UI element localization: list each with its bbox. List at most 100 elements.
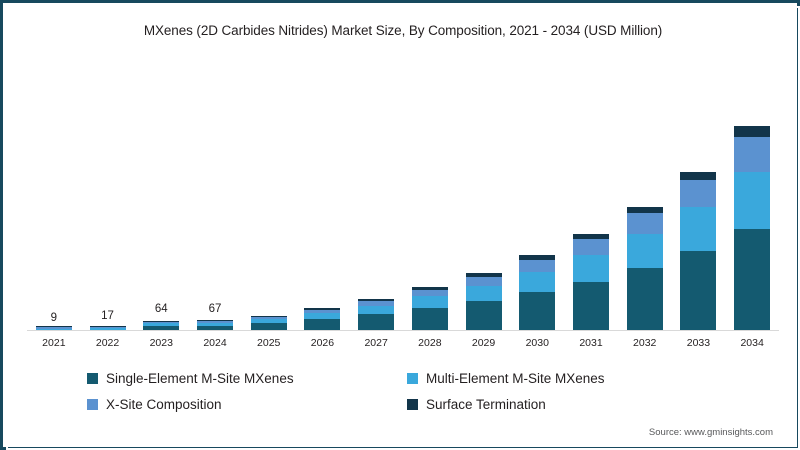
bar-segment[interactable]: [196, 325, 233, 331]
legend-label: Multi-Element M-Site MXenes: [426, 371, 605, 386]
bar-segment[interactable]: [465, 300, 502, 331]
bar-segment[interactable]: [143, 323, 180, 326]
x-axis-label: 2029: [471, 337, 496, 349]
bar-segment[interactable]: [196, 320, 233, 322]
bar-value-label: 64: [154, 303, 168, 316]
bar-stack: [250, 315, 287, 331]
legend-row: Single-Element M-Site MXenes Multi-Eleme…: [87, 371, 727, 386]
bar-segment[interactable]: [680, 207, 717, 252]
bar-stack: [734, 126, 771, 331]
bar-segment[interactable]: [143, 325, 180, 331]
bar-segment[interactable]: [196, 321, 233, 323]
x-axis-label: 2034: [740, 337, 764, 349]
bar-group[interactable]: [81, 63, 135, 331]
bar-segment[interactable]: [626, 268, 663, 331]
bar-segment[interactable]: [572, 255, 609, 282]
legend-label: Single-Element M-Site MXenes: [106, 371, 294, 386]
bar-segment[interactable]: [89, 328, 126, 330]
bar-group[interactable]: [349, 63, 403, 331]
x-axis-label: 2028: [418, 337, 442, 349]
bar-segment[interactable]: [143, 321, 180, 324]
legend-item-multi-element[interactable]: Multi-Element M-Site MXenes: [407, 371, 727, 386]
x-axis-label: 2021: [42, 337, 66, 349]
bar-segment[interactable]: [626, 213, 663, 235]
x-axis-label: 2033: [686, 337, 711, 349]
bar-group[interactable]: [457, 63, 511, 331]
bar-group[interactable]: [403, 63, 457, 331]
bar-segment[interactable]: [411, 296, 448, 308]
bar-segment[interactable]: [572, 239, 609, 256]
bar-group[interactable]: [564, 63, 618, 331]
bar-segment[interactable]: [89, 326, 126, 328]
bar-segment[interactable]: [35, 327, 72, 329]
bar-group[interactable]: [725, 63, 779, 331]
bar-segment[interactable]: [411, 286, 448, 290]
bar-segment[interactable]: [304, 318, 341, 331]
x-axis-label: 2032: [633, 337, 657, 349]
bar-value-label: 9: [50, 311, 58, 324]
x-axis-label: 2027: [364, 337, 388, 349]
legend-item-single-element[interactable]: Single-Element M-Site MXenes: [87, 371, 407, 386]
bar-segment[interactable]: [304, 309, 341, 314]
bar-segment[interactable]: [358, 300, 395, 306]
bar-segment[interactable]: [250, 319, 287, 323]
bar-segment[interactable]: [143, 320, 180, 322]
bar-segment[interactable]: [465, 276, 502, 286]
legend-item-surface-termination[interactable]: Surface Termination: [407, 397, 727, 412]
bar-segment[interactable]: [680, 251, 717, 331]
bar-segment[interactable]: [250, 322, 287, 331]
bar-stack: [143, 320, 180, 331]
bar-segment[interactable]: [519, 255, 556, 260]
bar-segment[interactable]: [358, 314, 395, 331]
bar-group[interactable]: [296, 63, 350, 331]
bar-group[interactable]: [134, 63, 188, 331]
bar-group[interactable]: [188, 63, 242, 331]
bar-segment[interactable]: [196, 322, 233, 326]
bar-segment[interactable]: [734, 136, 771, 173]
bar-segment[interactable]: [89, 327, 126, 329]
x-axis-label: 2030: [525, 337, 549, 349]
legend-row: X-Site Composition Surface Termination: [87, 397, 727, 412]
bar-group[interactable]: [27, 63, 81, 331]
bar-segment[interactable]: [358, 305, 395, 314]
bar-segment[interactable]: [519, 271, 556, 292]
legend-swatch-icon: [87, 373, 98, 384]
bar-value-label: 67: [208, 302, 222, 315]
bar-segment[interactable]: [626, 206, 663, 214]
bar-group[interactable]: [672, 63, 726, 331]
bar-stack: [358, 299, 395, 331]
bar-segment[interactable]: [35, 326, 72, 328]
bar-segment[interactable]: [358, 299, 395, 301]
plot-area: [27, 63, 779, 331]
x-axis-label: 2023: [149, 337, 173, 349]
bar-segment[interactable]: [304, 313, 341, 319]
bar-segment[interactable]: [250, 315, 287, 317]
x-axis-line: [27, 330, 779, 331]
bar-segment[interactable]: [519, 291, 556, 331]
x-axis-label: 2031: [579, 337, 603, 349]
bar-group[interactable]: [510, 63, 564, 331]
bar-segment[interactable]: [465, 285, 502, 301]
bar-segment[interactable]: [734, 126, 771, 137]
bar-segment[interactable]: [411, 289, 448, 297]
bar-segment[interactable]: [250, 316, 287, 320]
bar-segment[interactable]: [411, 307, 448, 331]
bar-segment[interactable]: [519, 259, 556, 272]
bar-group[interactable]: [242, 63, 296, 331]
bar-segment[interactable]: [35, 328, 72, 330]
bar-segment[interactable]: [680, 180, 717, 208]
bar-segment[interactable]: [680, 171, 717, 181]
bar-segment[interactable]: [572, 281, 609, 331]
legend-swatch-icon: [407, 373, 418, 384]
bar-segment[interactable]: [465, 273, 502, 277]
legend-label: X-Site Composition: [106, 397, 222, 412]
bar-segment[interactable]: [734, 229, 771, 331]
bar-segment[interactable]: [626, 234, 663, 269]
bar-segment[interactable]: [572, 233, 609, 240]
bar-segment[interactable]: [734, 172, 771, 230]
bar-stack: [411, 286, 448, 331]
legend-item-x-site[interactable]: X-Site Composition: [87, 397, 407, 412]
bar-group[interactable]: [618, 63, 672, 331]
bar-segment[interactable]: [304, 308, 341, 310]
